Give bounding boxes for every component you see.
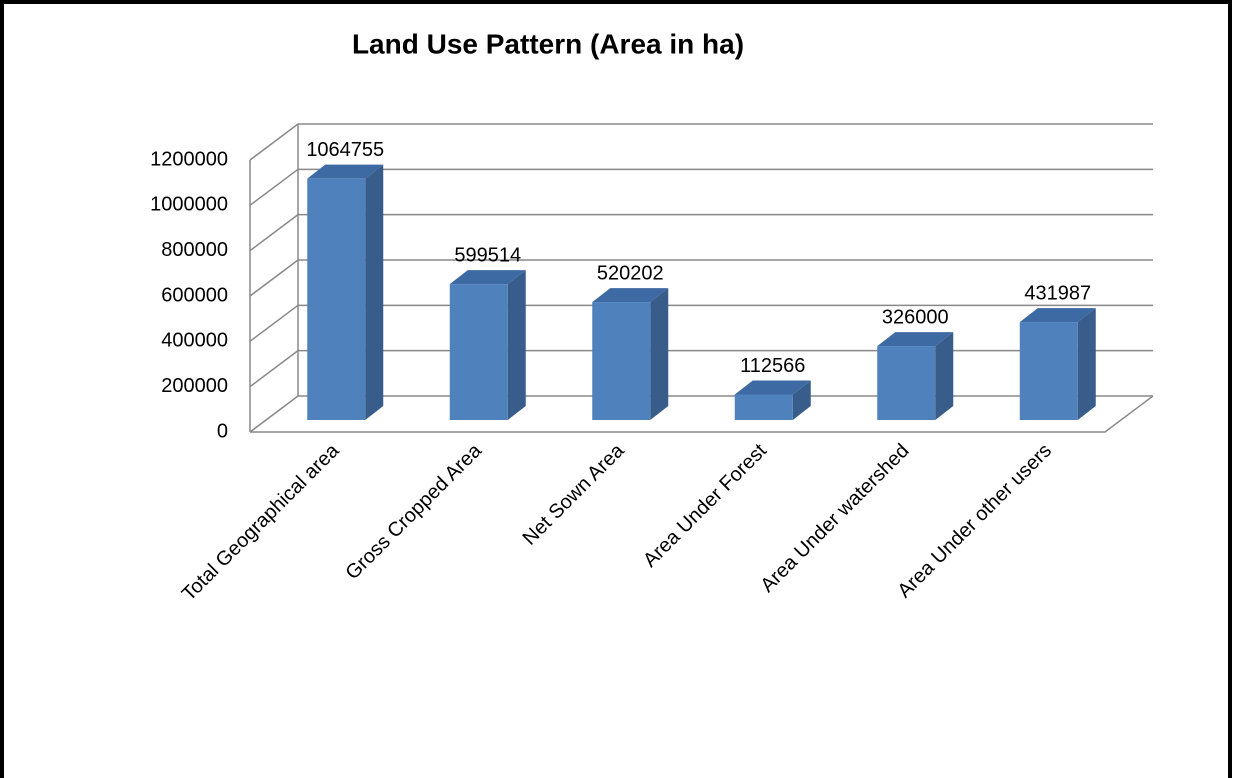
bar-side (1077, 308, 1096, 420)
bar-side (935, 332, 954, 420)
bar-top (592, 288, 669, 303)
bar-top (307, 164, 384, 179)
grid-line (249, 395, 1153, 433)
y-tick-label: 1000000 (150, 194, 228, 216)
bar-top (1019, 308, 1096, 323)
chart-title: Land Use Pattern (Area in ha) (352, 28, 744, 59)
x-tick-label: Net Sown Area (519, 439, 630, 550)
y-tick-label: 600000 (161, 284, 228, 306)
bar (449, 284, 508, 420)
data-label: 520202 (597, 262, 664, 284)
bar (734, 394, 793, 420)
grid-line (249, 168, 1153, 206)
x-tick-label: Area Under Forest (639, 439, 771, 571)
floor-edge (250, 395, 1154, 433)
bar-side (365, 164, 384, 420)
bar (1019, 322, 1078, 420)
y-tick-label: 800000 (161, 239, 228, 261)
data-label: 112566 (740, 355, 805, 377)
bar-side (507, 270, 526, 420)
data-label: 1064755 (306, 139, 384, 161)
bar (307, 178, 366, 420)
grid-line (249, 123, 1153, 161)
bar-side (792, 380, 811, 420)
y-tick-label: 200000 (161, 375, 228, 397)
y-tick-label: 400000 (161, 330, 228, 352)
data-label: 326000 (882, 306, 949, 328)
bar-top (734, 380, 811, 395)
x-tick-label: Total Geographical area (178, 439, 344, 605)
grid-line (249, 213, 1153, 252)
bar-side (650, 288, 669, 420)
x-tick-label: Gross Cropped Area (342, 439, 487, 584)
grid-line (249, 259, 1153, 297)
y-tick-label: 0 (217, 420, 228, 442)
data-label: 431987 (1024, 282, 1091, 304)
bar-top (449, 270, 526, 285)
grid-line (249, 349, 1153, 388)
grid-line (249, 304, 1153, 342)
bar-top (877, 332, 954, 347)
y-tick-label: 1200000 (150, 148, 228, 170)
bar (877, 346, 936, 420)
data-label: 599514 (454, 244, 521, 266)
x-tick-label: Area Under watershed (756, 440, 913, 597)
bar (592, 302, 651, 420)
x-tick-label: Area Under other users (893, 440, 1056, 603)
